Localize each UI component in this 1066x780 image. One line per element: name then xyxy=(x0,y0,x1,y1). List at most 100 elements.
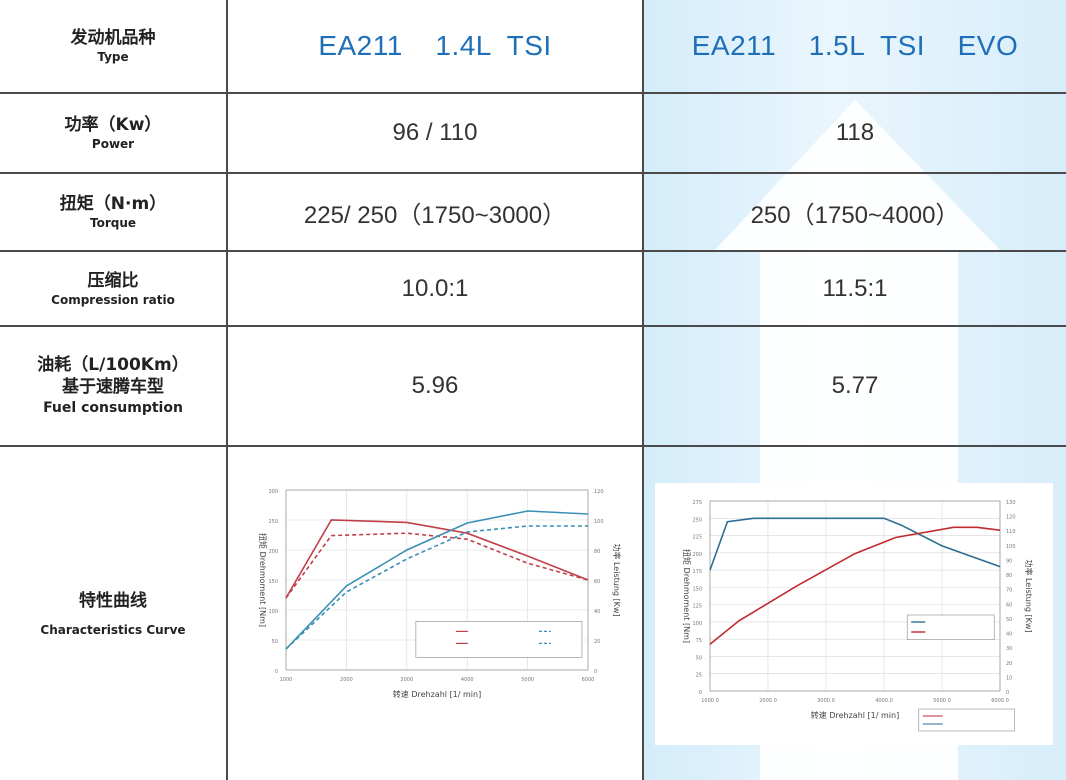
fuel-label-cn2: 基于速腾车型 xyxy=(62,377,164,397)
x-axis-label: 转速 Drehzahl [1/ min] xyxy=(811,710,899,720)
x-tick-label: 1000.0 xyxy=(701,698,719,704)
y2-tick-label: 80 xyxy=(1006,573,1012,579)
y-tick-label: 0 xyxy=(275,669,278,675)
y2-tick-label: 100 xyxy=(594,519,604,525)
y-tick-label: 200 xyxy=(692,552,702,558)
y2-axis-label: 功率 Leistung [Kw] xyxy=(612,543,622,616)
power-value-a: 96 / 110 xyxy=(228,94,642,172)
x-tick-label: 4000.0 xyxy=(875,698,893,704)
series-line-3 xyxy=(285,525,588,650)
legend-box xyxy=(415,621,583,658)
y-tick-label: 150 xyxy=(268,579,278,585)
plot-frame xyxy=(709,500,1001,692)
chart-background xyxy=(655,483,1053,745)
y2-tick-label: 60 xyxy=(1006,602,1012,608)
x-tick-label: 3000 xyxy=(400,677,413,683)
fuel-label-en: Fuel consumption xyxy=(43,400,183,416)
series-line-0 xyxy=(285,519,589,599)
y2-tick-label: 90 xyxy=(1006,558,1012,564)
y2-tick-label: 10 xyxy=(1006,675,1012,681)
y-tick-label: 225 xyxy=(692,535,702,541)
y-tick-label: 200 xyxy=(268,549,278,555)
compression-value-b: 11.5:1 xyxy=(644,252,1066,325)
fuel-label-cn: 油耗（L/100Km） xyxy=(37,355,189,375)
fuel-value-a: 5.96 xyxy=(228,327,642,445)
y2-tick-label: 60 xyxy=(594,579,600,585)
fuel-a-text: 5.96 xyxy=(411,372,459,399)
fuel-value-b: 5.77 xyxy=(644,327,1066,445)
power-label-en: Power xyxy=(91,137,135,151)
curve-label-cell: 特性曲线 Characteristics Curve xyxy=(0,447,226,780)
y-tick-label: 175 xyxy=(692,569,702,575)
x-tick-label: 3000.0 xyxy=(817,698,835,704)
x-tick-label: 6000 xyxy=(582,677,595,683)
y2-tick-label: 40 xyxy=(1006,632,1012,638)
x-tick-label: 2000.0 xyxy=(759,698,777,704)
power-label-cn: 功率（Kw） xyxy=(64,115,162,135)
compression-a-text: 10.0:1 xyxy=(401,274,469,302)
y-axis-label: 扭矩 Drehmoment [Nm] xyxy=(258,533,268,627)
y-tick-label: 75 xyxy=(696,638,702,644)
y2-tick-label: 80 xyxy=(594,549,600,555)
series-line-2 xyxy=(285,510,589,650)
column-divider xyxy=(226,0,228,780)
curve-label-en: Characteristics Curve xyxy=(40,622,186,637)
x-tick-label: 1000 xyxy=(280,677,293,683)
y2-tick-label: 70 xyxy=(1006,588,1012,594)
compression-label-en: Compression ratio xyxy=(51,292,175,307)
compression-value-a: 10.0:1 xyxy=(228,252,642,325)
x-tick-label: 5000.0 xyxy=(933,698,951,704)
compression-label-cell: 压缩比 Compression ratio xyxy=(0,252,226,325)
x-tick-label: 6000.0 xyxy=(991,698,1009,704)
engine-a-header-cell: EA211 1.4L TSI xyxy=(228,0,642,92)
engine-b-header-cell: EA211 1.5L TSI EVO xyxy=(644,0,1066,92)
y-tick-label: 250 xyxy=(692,517,702,523)
row-divider xyxy=(0,250,1066,252)
compression-b-text: 11.5:1 xyxy=(822,274,888,302)
y2-tick-label: 110 xyxy=(1006,529,1016,535)
y2-tick-label: 120 xyxy=(594,489,604,495)
engine-a-title: EA211 1.4L TSI xyxy=(318,30,552,61)
x-tick-label: 5000 xyxy=(521,677,534,683)
y2-tick-label: 120 xyxy=(1006,515,1016,521)
row-divider xyxy=(0,445,1066,447)
power-label-cell: 功率（Kw） Power xyxy=(0,94,226,172)
y-tick-label: 25 xyxy=(696,673,702,679)
y2-tick-label: 50 xyxy=(1006,617,1012,623)
y2-tick-label: 0 xyxy=(594,669,597,675)
torque-value-b: 250（1750~4000） xyxy=(644,174,1066,250)
y-tick-label: 0 xyxy=(699,690,702,696)
y-tick-label: 150 xyxy=(692,586,702,592)
y2-tick-label: 30 xyxy=(1006,646,1012,652)
torque-label-cell: 扭矩（N·m） Torque xyxy=(0,174,226,250)
y2-tick-label: 20 xyxy=(594,639,600,645)
y2-axis-label: 功率 Leistung [Kw] xyxy=(1024,559,1034,632)
row-divider xyxy=(0,92,1066,94)
power-b-text: 118 xyxy=(835,119,875,146)
y-tick-label: 100 xyxy=(692,621,702,627)
y-tick-label: 50 xyxy=(696,655,702,661)
y-axis-label: 扭矩 Drehmoment [Nm] xyxy=(682,549,692,643)
power-a-text: 96 / 110 xyxy=(392,119,478,146)
compression-label-cn: 压缩比 xyxy=(87,270,139,291)
y2-tick-label: 0 xyxy=(1006,690,1009,696)
y2-tick-label: 40 xyxy=(594,609,600,615)
torque-label-en: Torque xyxy=(89,216,137,230)
legend-box xyxy=(906,614,995,641)
type-label-en: Type xyxy=(97,50,129,64)
power-value-b: 118 xyxy=(644,94,1066,172)
chart-background xyxy=(238,476,634,726)
torque-label-cn: 扭矩（N·m） xyxy=(59,194,167,214)
y2-tick-label: 20 xyxy=(1006,661,1012,667)
type-label-cn: 发动机品种 xyxy=(70,28,156,48)
series-line-0 xyxy=(709,517,1001,571)
torque-value-a: 225/ 250（1750~3000） xyxy=(228,174,642,250)
row-divider xyxy=(0,325,1066,327)
row-divider xyxy=(0,172,1066,174)
x-axis-label: 转速 Drehzahl [1/ min] xyxy=(393,689,481,699)
y2-tick-label: 130 xyxy=(1006,500,1016,506)
curve-label-cn: 特性曲线 xyxy=(79,590,147,611)
y-tick-label: 125 xyxy=(692,604,702,610)
